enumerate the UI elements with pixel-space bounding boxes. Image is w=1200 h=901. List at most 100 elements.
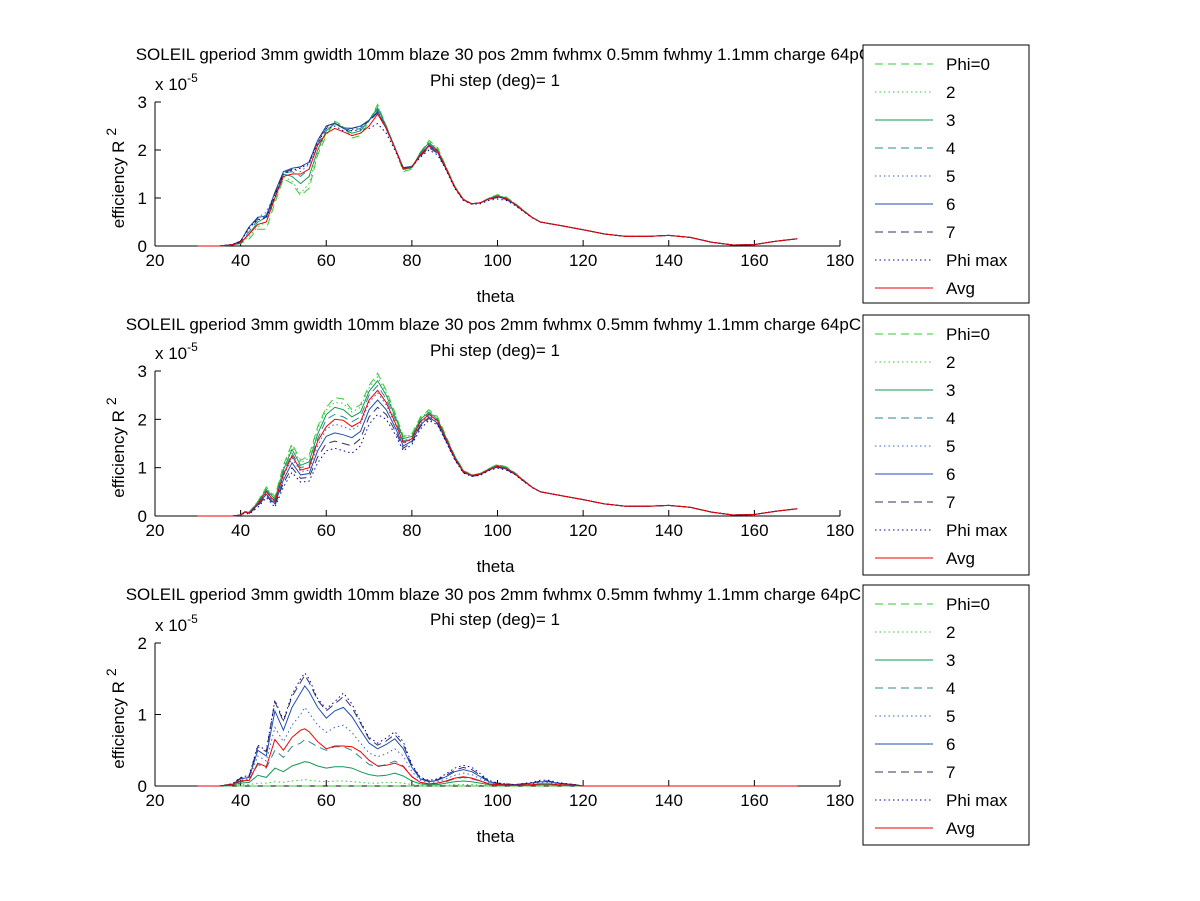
- x-tick-label: 60: [317, 251, 336, 270]
- x-axis-label: theta: [477, 557, 515, 576]
- y-axis-label-text: efficiency R: [109, 141, 128, 229]
- legend-label: Phi=0: [946, 595, 990, 614]
- legend-label: 6: [946, 465, 955, 484]
- y-axis-label-sup: 2: [103, 128, 119, 136]
- y-tick-label: 3: [138, 93, 147, 112]
- x-tick-label: 180: [826, 251, 854, 270]
- y-axis-label-text: efficiency R: [109, 681, 128, 769]
- series-line: [197, 391, 798, 517]
- legend: Phi=0 2 3 4 5 6 7 Phi max Avg: [862, 584, 1030, 846]
- x-tick-label: 120: [569, 521, 597, 540]
- legend-label: 2: [946, 353, 955, 372]
- series-line: [197, 108, 798, 247]
- series-line: [197, 372, 798, 517]
- y-tick-label: 1: [138, 189, 147, 208]
- x-tick-label: 100: [483, 521, 511, 540]
- plot-title: SOLEIL gperiod 3mm gwidth 10mm blaze 30 …: [126, 315, 945, 334]
- plot-title: SOLEIL gperiod 3mm gwidth 10mm blaze 30 …: [126, 585, 945, 604]
- y-tick-label: 2: [138, 141, 147, 160]
- legend-label: Avg: [946, 819, 975, 838]
- y-multiplier-exponent: -5: [187, 612, 198, 626]
- legend-label: Phi=0: [946, 55, 990, 74]
- legend-label: Phi max: [946, 251, 1008, 270]
- y-axis-label-sup: 2: [103, 668, 119, 676]
- legend-label: 3: [946, 111, 955, 130]
- legend-label: 6: [946, 195, 955, 214]
- legend-box: [862, 44, 1030, 304]
- series-line: [197, 413, 798, 517]
- series-line: [197, 106, 798, 247]
- x-tick-label: 180: [826, 791, 854, 810]
- x-tick-label: 80: [402, 251, 421, 270]
- plot-subtitle: Phi step (deg)= 1: [430, 341, 560, 360]
- y-tick-label: 1: [138, 706, 147, 725]
- legend: Phi=0 2 3 4 5 6 7 Phi max Avg: [862, 44, 1030, 304]
- x-tick-label: 100: [483, 251, 511, 270]
- legend-label: Phi max: [946, 791, 1008, 810]
- legend-label: 4: [946, 409, 955, 428]
- y-tick-label: 0: [138, 237, 147, 256]
- legend-label: 7: [946, 493, 955, 512]
- legend-label: Avg: [946, 549, 975, 568]
- y-axis-label: efficiency R 2: [103, 668, 128, 769]
- x-tick-label: 140: [655, 251, 683, 270]
- y-multiplier-base: x 10: [155, 344, 187, 363]
- series-line: [197, 674, 798, 787]
- series-line: [197, 110, 798, 247]
- series-group: [197, 103, 798, 247]
- y-tick-label: 2: [138, 410, 147, 429]
- legend-box: [862, 584, 1030, 846]
- series-line: [197, 685, 798, 787]
- x-tick-label: 160: [740, 251, 768, 270]
- legend-label: 4: [946, 139, 955, 158]
- series-line: [197, 738, 798, 787]
- y-tick-label: 1: [138, 459, 147, 478]
- x-tick-label: 40: [231, 791, 250, 810]
- legend-box: [862, 314, 1030, 576]
- legend-label: Phi max: [946, 521, 1008, 540]
- y-multiplier: x 10-5: [155, 71, 198, 94]
- legend-label: 7: [946, 223, 955, 242]
- legend-label: 5: [946, 437, 955, 456]
- x-tick-label: 60: [317, 791, 336, 810]
- x-tick-label: 20: [146, 791, 165, 810]
- series-line: [197, 104, 798, 247]
- x-tick-label: 80: [402, 791, 421, 810]
- legend: Phi=0 2 3 4 5 6 7 Phi max Avg: [862, 314, 1030, 576]
- legend-label: Phi=0: [946, 325, 990, 344]
- x-tick-label: 80: [402, 521, 421, 540]
- series-line: [197, 399, 798, 517]
- series-line: [197, 109, 798, 247]
- series-line: [197, 384, 798, 517]
- x-tick-label: 20: [146, 521, 165, 540]
- series-line: [197, 389, 798, 517]
- legend-label: 4: [946, 679, 955, 698]
- series-line: [197, 122, 798, 247]
- y-axis-label: efficiency R 2: [103, 397, 128, 498]
- y-multiplier: x 10-5: [155, 612, 198, 635]
- subplot-3: SOLEIL gperiod 3mm gwidth 10mm blaze 30 …: [103, 584, 1030, 846]
- x-tick-label: 140: [655, 791, 683, 810]
- subplot-1: SOLEIL gperiod 3mm gwidth 10mm blaze 30 …: [103, 44, 1030, 306]
- x-tick-label: 160: [740, 521, 768, 540]
- series-group: [197, 372, 798, 517]
- legend-label: 5: [946, 167, 955, 186]
- x-tick-label: 120: [569, 251, 597, 270]
- series-line: [197, 113, 798, 247]
- y-multiplier-exponent: -5: [187, 71, 198, 85]
- y-axis-label: efficiency R 2: [103, 128, 128, 229]
- x-tick-label: 40: [231, 521, 250, 540]
- x-tick-label: 100: [483, 791, 511, 810]
- y-multiplier: x 10-5: [155, 340, 198, 363]
- plot-subtitle: Phi step (deg)= 1: [430, 71, 560, 90]
- y-axis-label-sup: 2: [103, 397, 119, 405]
- series-line: [197, 379, 798, 517]
- series-group: [197, 672, 798, 787]
- y-multiplier-exponent: -5: [187, 340, 198, 354]
- x-tick-label: 180: [826, 521, 854, 540]
- legend-label: 6: [946, 735, 955, 754]
- plot-title: SOLEIL gperiod 3mm gwidth 10mm blaze 30 …: [136, 45, 955, 64]
- series-line: [197, 761, 798, 787]
- x-tick-label: 60: [317, 521, 336, 540]
